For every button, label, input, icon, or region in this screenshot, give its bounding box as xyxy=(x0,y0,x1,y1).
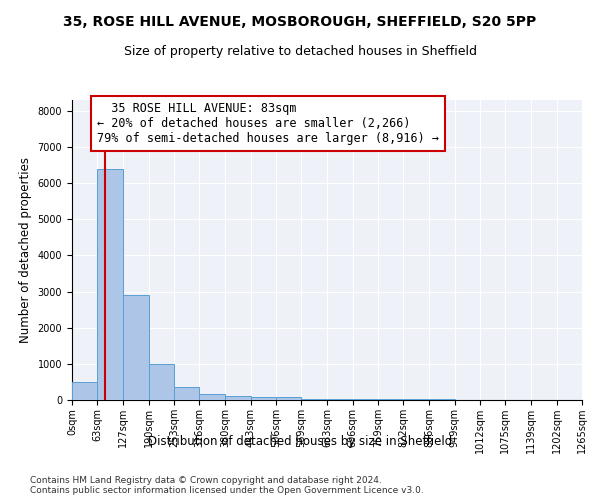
Bar xyxy=(199,394,225,400)
Text: 35 ROSE HILL AVENUE: 83sqm  
← 20% of detached houses are smaller (2,266)
79% of: 35 ROSE HILL AVENUE: 83sqm ← 20% of deta… xyxy=(97,102,439,145)
Bar xyxy=(353,399,378,400)
Bar xyxy=(149,364,174,400)
Bar xyxy=(225,396,251,400)
Text: 35, ROSE HILL AVENUE, MOSBOROUGH, SHEFFIELD, S20 5PP: 35, ROSE HILL AVENUE, MOSBOROUGH, SHEFFI… xyxy=(64,15,536,29)
Bar xyxy=(72,382,97,400)
Bar xyxy=(276,398,301,400)
Bar xyxy=(174,388,199,400)
Bar xyxy=(251,398,276,400)
Text: Size of property relative to detached houses in Sheffield: Size of property relative to detached ho… xyxy=(124,45,476,58)
Y-axis label: Number of detached properties: Number of detached properties xyxy=(19,157,32,343)
Text: Contains HM Land Registry data © Crown copyright and database right 2024.
Contai: Contains HM Land Registry data © Crown c… xyxy=(30,476,424,495)
Bar xyxy=(123,295,149,400)
Bar xyxy=(301,398,327,400)
Text: Distribution of detached houses by size in Sheffield: Distribution of detached houses by size … xyxy=(148,435,452,448)
Bar xyxy=(327,398,353,400)
Bar xyxy=(97,168,123,400)
